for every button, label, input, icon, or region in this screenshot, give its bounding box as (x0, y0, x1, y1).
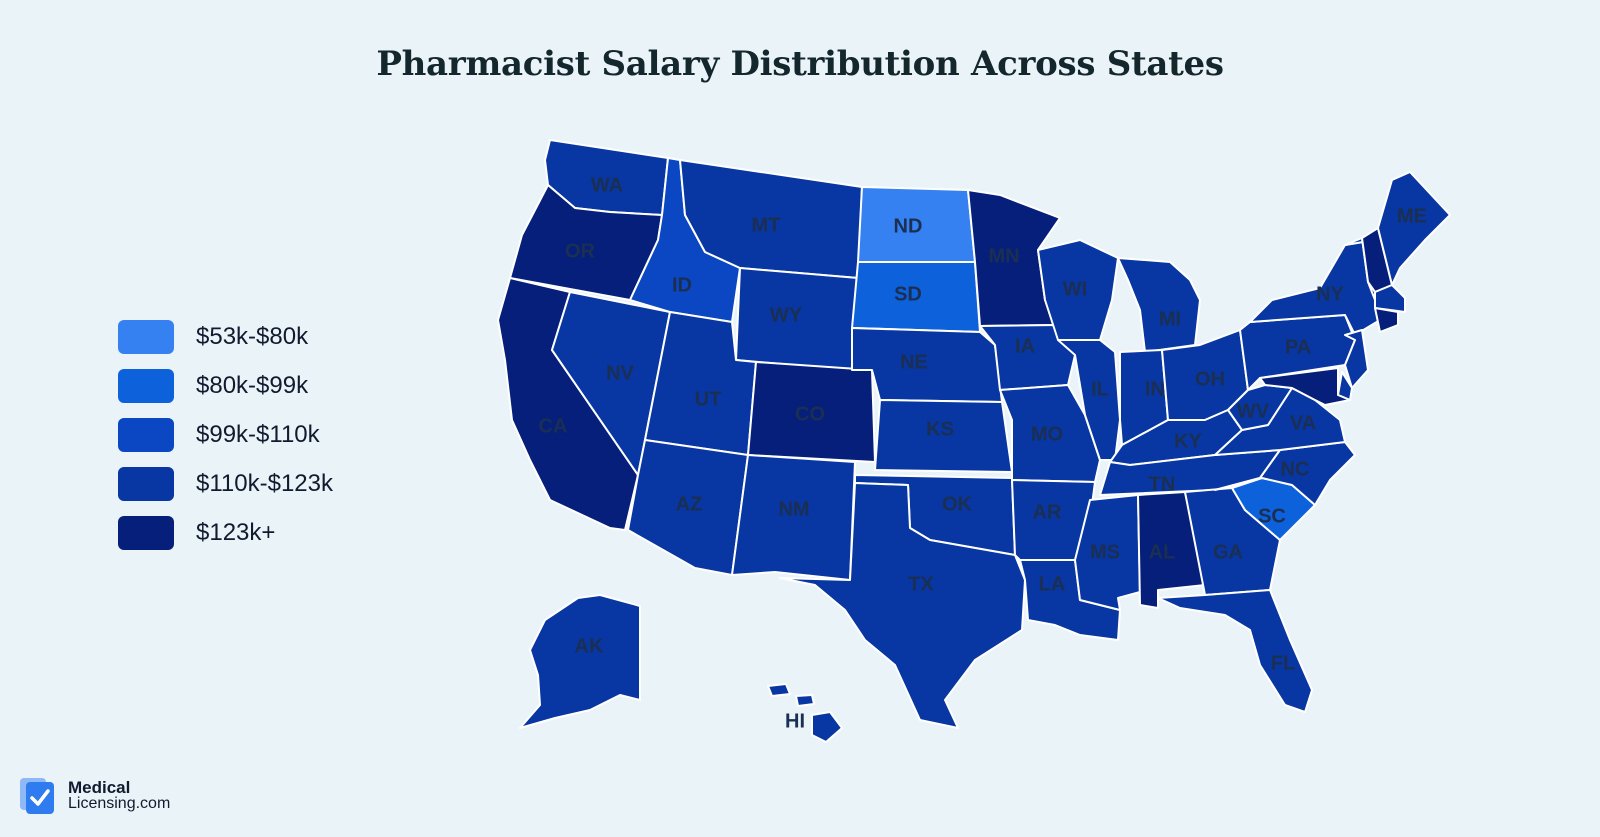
state-label-MT: MT (752, 214, 781, 236)
state-label-KS: KS (926, 418, 954, 440)
state-label-NY: NY (1316, 283, 1344, 305)
state-label-MN: MN (988, 245, 1019, 267)
legend-label: $123k+ (196, 518, 276, 546)
legend-label: $80k-$99k (196, 371, 309, 399)
state-label-TX: TX (908, 573, 934, 595)
state-label-FL: FL (1271, 652, 1295, 674)
state-label-NM: NM (778, 498, 809, 520)
legend-swatch (118, 466, 174, 501)
state-MD[interactable] (1259, 367, 1351, 406)
state-label-SC: SC (1258, 505, 1286, 527)
state-label-AR: AR (1033, 501, 1062, 523)
state-label-UT: UT (695, 388, 722, 410)
legend-item-110k-123k: $110k-$123k (118, 459, 333, 508)
state-label-MI: MI (1159, 308, 1181, 330)
state-label-VA: VA (1290, 412, 1316, 434)
state-label-MO: MO (1031, 423, 1063, 445)
state-label-IA: IA (1015, 335, 1035, 357)
state-label-WI: WI (1063, 278, 1087, 300)
state-label-ME: ME (1397, 205, 1427, 227)
state-HI[interactable] (811, 711, 843, 743)
state-label-WA: WA (591, 174, 623, 196)
legend-swatch (118, 515, 174, 550)
map-title: Pharmacist Salary Distribution Across St… (376, 44, 1224, 84)
state-label-KY: KY (1174, 430, 1202, 452)
legend-swatch (118, 319, 174, 354)
state-MO[interactable] (999, 384, 1101, 483)
state-AK[interactable] (519, 594, 641, 729)
legend-label: $99k-$110k (196, 420, 320, 448)
logo-line-2: Licensing.com (68, 795, 171, 812)
state-WI[interactable] (1037, 239, 1119, 341)
state-label-WY: WY (770, 304, 803, 326)
state-label-OH: OH (1195, 368, 1225, 390)
state-CT[interactable] (1374, 307, 1399, 333)
state-label-AK: AK (575, 635, 604, 657)
legend-label: $110k-$123k (196, 469, 333, 497)
legend-item-99k-110k: $99k-$110k (118, 410, 333, 459)
legend-item-123k-plus: $123k+ (118, 508, 333, 557)
medical-licensing-logo: Medical Licensing.com (18, 776, 170, 816)
state-label-LA: LA (1039, 573, 1066, 595)
state-MA[interactable] (1374, 284, 1406, 313)
state-label-OR: OR (565, 240, 596, 262)
state-label-CA: CA (539, 415, 568, 437)
state-label-WV: WV (1237, 400, 1270, 422)
legend-item-53k-80k: $53k-$80k (118, 312, 333, 361)
state-label-CO: CO (795, 403, 825, 425)
state-HI-islet[interactable] (795, 694, 815, 707)
state-label-PA: PA (1285, 336, 1311, 358)
state-label-NC: NC (1281, 458, 1310, 480)
state-label-MS: MS (1090, 541, 1120, 563)
state-label-OK: OK (942, 493, 973, 515)
state-label-GA: GA (1213, 541, 1243, 563)
state-label-AZ: AZ (676, 493, 703, 515)
legend-swatch (118, 368, 174, 403)
state-label-AL: AL (1149, 541, 1176, 563)
state-NM[interactable] (731, 454, 856, 581)
state-label-ID: ID (672, 274, 692, 296)
state-label-HI: HI (785, 710, 805, 732)
state-HI-islet[interactable] (767, 683, 791, 697)
state-MI[interactable] (1117, 257, 1201, 353)
legend-swatch (118, 417, 174, 452)
state-label-NE: NE (900, 351, 928, 373)
state-NC[interactable] (1214, 441, 1356, 506)
checkmark-document-icon (18, 776, 58, 816)
state-label-IL: IL (1091, 378, 1109, 400)
legend-label: $53k-$80k (196, 322, 309, 350)
state-label-IN: IN (1145, 378, 1165, 400)
state-TX[interactable] (779, 482, 1026, 729)
state-label-NV: NV (606, 362, 634, 384)
state-label-SD: SD (894, 283, 922, 305)
logo-line-1: Medical (68, 778, 131, 797)
state-ME[interactable] (1377, 171, 1451, 286)
legend-item-80k-99k: $80k-$99k (118, 361, 333, 410)
legend: $53k-$80k $80k-$99k $99k-$110k $110k-$12… (118, 312, 333, 557)
state-label-TN: TN (1149, 473, 1176, 495)
state-label-ND: ND (894, 215, 923, 237)
state-FL[interactable] (1157, 589, 1313, 713)
